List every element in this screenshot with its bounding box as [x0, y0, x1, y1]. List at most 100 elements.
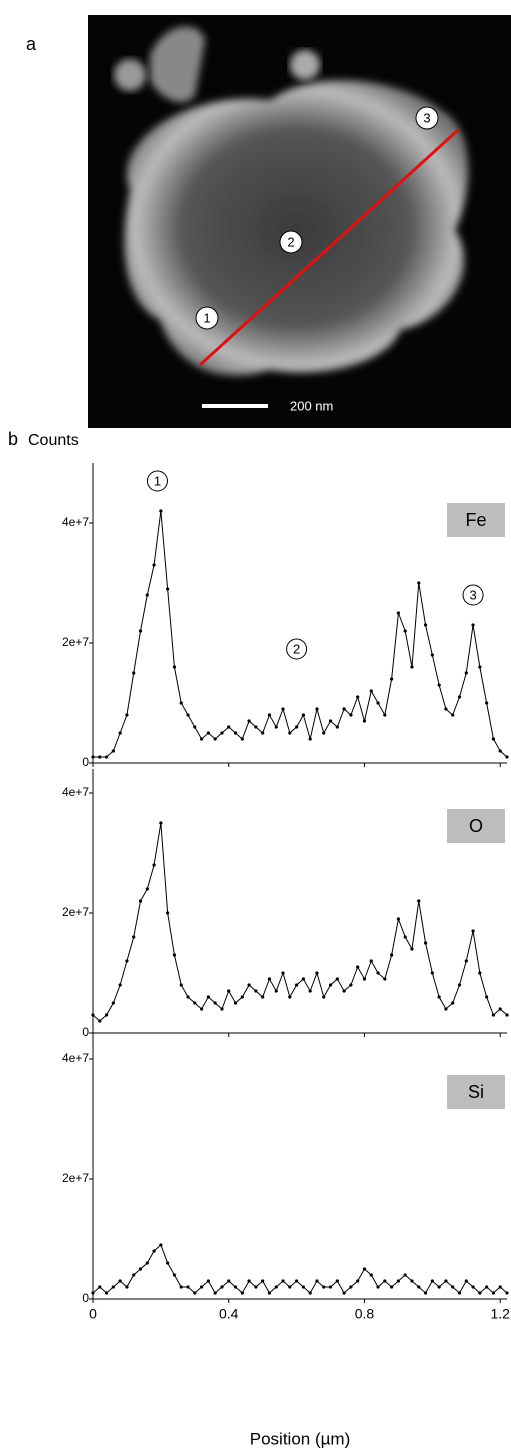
- y-tick-label: 0: [82, 1291, 89, 1305]
- data-point: [220, 1285, 224, 1289]
- data-point: [383, 977, 387, 981]
- data-point: [322, 731, 326, 735]
- marker: 2: [279, 230, 303, 254]
- data-point: [295, 725, 299, 729]
- data-point: [199, 1285, 204, 1289]
- element-box: [447, 503, 505, 537]
- data-point: [376, 971, 380, 975]
- data-point: [464, 1279, 468, 1283]
- data-point: [206, 995, 210, 999]
- data-point: [227, 989, 231, 993]
- data-point: [254, 989, 258, 993]
- data-point: [301, 713, 305, 717]
- data-point: [199, 1007, 204, 1011]
- data-point: [98, 755, 102, 759]
- data-point: [213, 1291, 217, 1295]
- x-tick-label: 0: [89, 1306, 97, 1322]
- data-point: [132, 671, 136, 675]
- data-point: [369, 689, 373, 693]
- data-point: [145, 593, 149, 597]
- data-point: [132, 1273, 136, 1277]
- data-point: [125, 1285, 129, 1289]
- annotation: 1: [154, 473, 161, 488]
- data-point: [267, 1291, 272, 1295]
- data-point: [485, 701, 489, 705]
- data-point: [240, 995, 244, 999]
- data-point: [132, 935, 136, 939]
- data-point: [403, 935, 407, 939]
- y-tick-label: 2e+7: [62, 905, 89, 919]
- data-point: [247, 1279, 251, 1283]
- data-point: [227, 1279, 231, 1283]
- series-line: [93, 510, 508, 758]
- data-point: [125, 959, 129, 963]
- data-point: [118, 983, 122, 987]
- data-point: [240, 1291, 244, 1295]
- data-point: [471, 1285, 475, 1289]
- data-point: [274, 725, 278, 729]
- data-point: [261, 731, 265, 735]
- data-point: [383, 713, 387, 717]
- data-point: [390, 1285, 394, 1289]
- data-point: [166, 911, 170, 915]
- data-point: [396, 917, 401, 921]
- data-point: [301, 977, 305, 981]
- data-point: [437, 995, 441, 999]
- marker-label: 1: [203, 310, 210, 325]
- data-point: [247, 719, 251, 723]
- y-tick-label: 0: [82, 1025, 89, 1039]
- data-point: [193, 1291, 197, 1295]
- data-point: [179, 1285, 183, 1289]
- data-point: [505, 755, 509, 759]
- data-point: [233, 1001, 238, 1005]
- data-point: [166, 587, 170, 591]
- data-point: [423, 941, 428, 945]
- data-point: [152, 863, 156, 867]
- data-point: [457, 695, 462, 699]
- data-point: [410, 1279, 414, 1283]
- data-point: [471, 929, 475, 933]
- data-point: [464, 671, 468, 675]
- data-point: [104, 755, 109, 759]
- data-point: [159, 821, 163, 825]
- data-point: [322, 995, 326, 999]
- data-point: [410, 947, 414, 951]
- y-tick-label: 4e+7: [62, 515, 89, 529]
- data-point: [410, 665, 414, 669]
- y-axis-label: Counts: [28, 432, 79, 449]
- x-tick-label: 1.2: [490, 1306, 510, 1322]
- data-point: [288, 1285, 292, 1289]
- data-point: [138, 1267, 143, 1271]
- data-point: [172, 665, 177, 669]
- data-point: [356, 695, 360, 699]
- data-point: [138, 629, 143, 633]
- data-point: [505, 1291, 509, 1295]
- data-point: [417, 581, 421, 585]
- annotation-circle: [286, 638, 308, 660]
- data-point: [152, 1249, 156, 1253]
- data-point: [240, 737, 244, 741]
- legend-label: O: [469, 816, 483, 836]
- data-point: [220, 731, 224, 735]
- annotation: 3: [469, 587, 476, 602]
- data-point: [308, 737, 312, 741]
- data-point: [485, 1285, 489, 1289]
- data-point: [335, 1279, 339, 1283]
- series-line: [92, 822, 508, 1022]
- data-point: [213, 1001, 217, 1005]
- data-point: [444, 707, 448, 711]
- data-point: [288, 995, 292, 999]
- data-point: [403, 629, 407, 633]
- data-point: [315, 1279, 319, 1283]
- data-point: [376, 1285, 380, 1289]
- data-point: [91, 755, 95, 759]
- data-point: [342, 1291, 346, 1295]
- data-point: [152, 563, 156, 567]
- data-point: [261, 1279, 265, 1283]
- data-point: [437, 683, 441, 687]
- data-point: [179, 701, 183, 705]
- y-tick-label: 2e+7: [62, 1171, 89, 1185]
- data-point: [193, 725, 197, 729]
- data-point: [267, 977, 272, 981]
- data-point: [430, 1279, 434, 1283]
